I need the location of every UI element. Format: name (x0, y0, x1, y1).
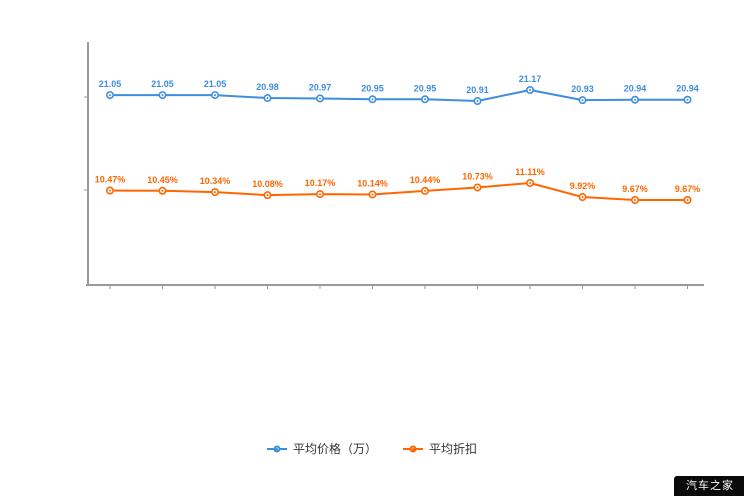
data-point-dot (686, 98, 689, 101)
data-point-dot (529, 182, 531, 184)
price-trend-chart: 21.05 21.05 21.05 20.98 20.97 20.95 20.95 20.91… (84, 42, 704, 289)
data-point-dot (161, 189, 164, 192)
data-point-dot (161, 94, 164, 97)
data-point-dot (529, 89, 531, 91)
data-label: 9.67% (622, 184, 648, 194)
data-point-dot (266, 97, 269, 100)
chart-legend: 平均价格（万） 平均折扣 (0, 443, 744, 455)
data-point-dot (634, 98, 636, 101)
data-label: 21.05 (99, 79, 122, 89)
legend-marker-blue-icon (266, 445, 287, 453)
data-label: 10.44% (410, 175, 441, 185)
data-label: 11.11% (515, 167, 545, 177)
data-point-dot (476, 186, 479, 189)
data-label: 10.34% (200, 176, 231, 186)
data-point-dot (214, 191, 216, 194)
legend-label-average-price: 平均价格（万） (292, 442, 377, 456)
data-point-dot (424, 189, 426, 192)
legend-label-average-discount: 平均折扣 (429, 442, 478, 456)
data-label: 10.08% (252, 179, 283, 189)
data-label: 10.47% (95, 175, 126, 185)
data-label: 10.73% (462, 171, 493, 181)
data-point-dot (581, 196, 584, 199)
data-label: 21.05 (204, 79, 227, 89)
data-point-dot (634, 199, 636, 201)
data-point-dot (371, 193, 374, 196)
data-point-dot (109, 94, 111, 97)
data-label: 20.95 (361, 83, 384, 93)
data-label: 10.45% (147, 175, 178, 185)
data-label: 10.14% (357, 178, 388, 188)
legend-marker-orange-icon (403, 445, 423, 453)
data-point-dot (214, 94, 216, 97)
data-label: 20.93 (571, 84, 594, 94)
data-point-dot (319, 97, 321, 100)
data-label: 20.94 (676, 84, 699, 94)
legend-item-average-price[interactable]: 平均价格（万） (266, 442, 377, 456)
data-point-dot (686, 199, 689, 201)
legend-item-average-discount[interactable]: 平均折扣 (403, 443, 477, 455)
chart-canvas: 21.05 21.05 21.05 20.98 20.97 20.95 20.95 20.91… (84, 42, 704, 289)
data-point-dot (319, 193, 321, 196)
data-point-dot (476, 100, 479, 102)
series-line-1 (109, 182, 689, 201)
data-label: 20.97 (309, 82, 332, 92)
data-label: 20.95 (414, 83, 437, 93)
data-point-dot (371, 98, 374, 101)
series-line-0 (109, 89, 689, 102)
data-label: 10.17% (305, 178, 336, 188)
data-label: 20.98 (256, 82, 279, 92)
data-label: 9.67% (675, 184, 701, 194)
data-point-dot (581, 99, 584, 102)
data-label: 20.94 (624, 84, 647, 94)
data-label: 9.92% (570, 181, 596, 191)
autohome-watermark: 汽车之家 (674, 476, 744, 496)
data-label: 21.17 (519, 74, 542, 84)
data-point-dot (424, 98, 426, 101)
data-label: 20.91 (466, 85, 489, 95)
data-label: 21.05 (151, 79, 174, 89)
data-point-dot (109, 189, 111, 192)
data-point-dot (266, 194, 269, 197)
